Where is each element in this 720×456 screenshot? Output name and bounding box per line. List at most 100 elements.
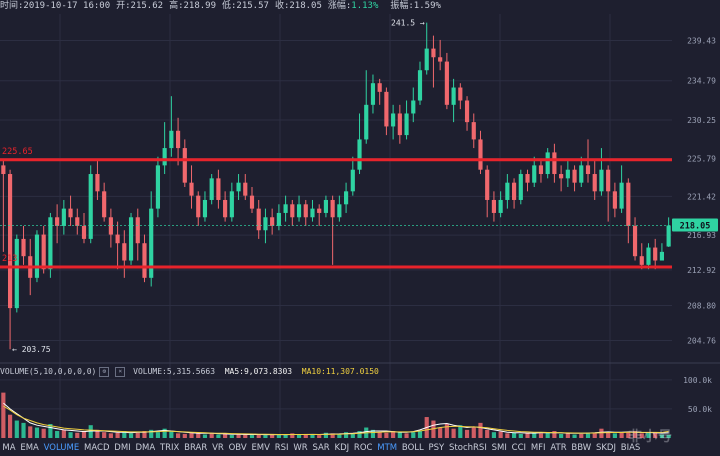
- candle-body[interactable]: [451, 87, 456, 105]
- volume-bar[interactable]: [55, 431, 60, 438]
- candle-body[interactable]: [337, 204, 342, 218]
- volume-bar[interactable]: [538, 433, 544, 438]
- candle-body[interactable]: [243, 182, 248, 196]
- candle-body[interactable]: [612, 191, 617, 209]
- volume-bar[interactable]: [599, 428, 604, 438]
- volume-bar[interactable]: [81, 431, 87, 438]
- volume-bar[interactable]: [565, 433, 570, 438]
- candle-body[interactable]: [102, 191, 107, 218]
- candle-body[interactable]: [155, 165, 161, 209]
- candle-body[interactable]: [538, 165, 544, 175]
- candle-body[interactable]: [270, 217, 275, 226]
- candle-body[interactable]: [290, 204, 295, 218]
- tab-emv[interactable]: EMV: [251, 443, 270, 453]
- candle-body[interactable]: [585, 165, 591, 175]
- volume-bar[interactable]: [330, 433, 335, 438]
- volume-bar[interactable]: [411, 432, 416, 438]
- volume-bar[interactable]: [108, 433, 113, 438]
- candle-body[interactable]: [229, 191, 234, 218]
- candle-body[interactable]: [296, 204, 302, 218]
- volume-bar[interactable]: [444, 424, 449, 438]
- volume-bar[interactable]: [370, 429, 376, 438]
- candle-body[interactable]: [458, 87, 463, 101]
- volume-bar[interactable]: [229, 435, 234, 438]
- volume-bar[interactable]: [585, 432, 591, 438]
- volume-bar[interactable]: [572, 434, 577, 438]
- candle-body[interactable]: [464, 100, 470, 123]
- tab-trix[interactable]: TRIX: [159, 443, 180, 453]
- volume-bar[interactable]: [162, 428, 167, 438]
- candle-body[interactable]: [236, 182, 241, 192]
- volume-bar[interactable]: [149, 429, 154, 438]
- candle-body[interactable]: [417, 70, 423, 101]
- volume-bar[interactable]: [135, 432, 140, 438]
- candle-body[interactable]: [444, 61, 449, 105]
- volume-bar[interactable]: [263, 435, 268, 438]
- volume-bar[interactable]: [498, 431, 503, 438]
- volume-bar[interactable]: [431, 420, 436, 438]
- tab-atr[interactable]: ATR: [550, 443, 567, 453]
- tab-vr[interactable]: VR: [212, 443, 224, 453]
- volume-bar[interactable]: [505, 433, 510, 438]
- tab-sar[interactable]: SAR: [312, 443, 330, 453]
- candle-body[interactable]: [48, 217, 53, 270]
- candle-body[interactable]: [276, 212, 281, 226]
- tab-roc[interactable]: ROC: [353, 443, 373, 453]
- volume-bar[interactable]: [256, 434, 261, 438]
- candle-body[interactable]: [88, 174, 93, 239]
- volume-bar[interactable]: [377, 432, 382, 438]
- volume-bar[interactable]: [1, 392, 6, 438]
- candle-body[interactable]: [498, 199, 503, 213]
- candle-body[interactable]: [579, 165, 584, 183]
- volume-bar[interactable]: [612, 433, 617, 438]
- tab-boll[interactable]: BOLL: [401, 443, 424, 453]
- volume-bar[interactable]: [223, 433, 228, 438]
- volume-bar[interactable]: [202, 434, 208, 438]
- volume-bar[interactable]: [68, 432, 73, 438]
- candle-body[interactable]: [491, 199, 497, 213]
- volume-bar[interactable]: [525, 433, 530, 438]
- candle-body[interactable]: [196, 195, 201, 218]
- candle-body[interactable]: [659, 251, 665, 261]
- candle-body[interactable]: [552, 152, 557, 175]
- volume-bar[interactable]: [296, 434, 302, 438]
- candle-body[interactable]: [411, 100, 416, 114]
- volume-bar[interactable]: [270, 433, 275, 438]
- volume-bar[interactable]: [88, 425, 93, 438]
- candle-body[interactable]: [370, 83, 376, 105]
- candle-body[interactable]: [310, 208, 315, 218]
- candle-body[interactable]: [323, 199, 329, 213]
- volume-bar[interactable]: [404, 433, 409, 438]
- candle-body[interactable]: [646, 247, 651, 265]
- candle-body[interactable]: [471, 122, 476, 140]
- volume-bar[interactable]: [619, 432, 624, 438]
- tab-bbw[interactable]: BBW: [571, 443, 592, 453]
- candle-body[interactable]: [619, 182, 624, 209]
- volume-bar[interactable]: [391, 431, 396, 438]
- candle-body[interactable]: [142, 243, 147, 278]
- candle-body[interactable]: [438, 57, 443, 62]
- volume-bar[interactable]: [196, 433, 201, 438]
- candle-body[interactable]: [377, 83, 382, 92]
- volume-bar[interactable]: [666, 434, 671, 438]
- candle-body[interactable]: [599, 169, 604, 192]
- volume-bar[interactable]: [511, 432, 517, 438]
- volume-bar[interactable]: [75, 432, 80, 438]
- volume-bar[interactable]: [142, 431, 147, 438]
- candle-body[interactable]: [95, 174, 100, 192]
- candle-body[interactable]: [632, 225, 638, 257]
- candle-body[interactable]: [511, 182, 517, 200]
- tab-mfi[interactable]: MFI: [530, 443, 546, 453]
- volume-bar[interactable]: [417, 431, 423, 438]
- candle-body[interactable]: [653, 247, 658, 261]
- candle-body[interactable]: [81, 225, 87, 239]
- volume-bar[interactable]: [639, 433, 644, 438]
- volume-bar[interactable]: [659, 434, 665, 438]
- volume-bar[interactable]: [464, 429, 470, 438]
- volume-bar[interactable]: [559, 433, 564, 438]
- volume-bar[interactable]: [48, 424, 53, 438]
- volume-bar[interactable]: [552, 431, 557, 438]
- candle-body[interactable]: [61, 208, 66, 226]
- volume-bar[interactable]: [122, 431, 127, 438]
- volume-bar[interactable]: [216, 434, 221, 438]
